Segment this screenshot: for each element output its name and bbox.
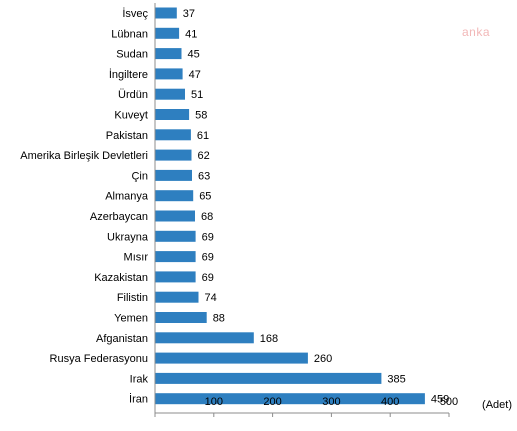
value-label: 69 xyxy=(202,272,214,284)
bar xyxy=(155,332,254,344)
value-label: 37 xyxy=(183,8,195,20)
value-label: 69 xyxy=(202,252,214,264)
x-tick-label: 500 xyxy=(440,396,458,408)
category-label: Çin xyxy=(131,170,148,182)
category-label: Lübnan xyxy=(111,28,148,40)
x-axis-unit-label: (Adet) xyxy=(482,399,512,411)
bar xyxy=(155,88,185,100)
bar xyxy=(155,210,195,222)
value-label: 63 xyxy=(198,170,210,182)
bar xyxy=(155,393,425,405)
watermark-text: anka xyxy=(462,25,490,39)
category-label: Rusya Federasyonu xyxy=(50,353,148,365)
value-label: 459 xyxy=(431,394,449,406)
bar xyxy=(155,271,196,283)
bar xyxy=(155,312,207,323)
category-label: Irak xyxy=(130,373,149,385)
category-label: Ukrayna xyxy=(107,231,149,243)
bar xyxy=(155,27,180,39)
value-label: 47 xyxy=(189,69,201,81)
value-label: 260 xyxy=(314,353,332,365)
category-label: Amerika Birleşik Devletleri xyxy=(20,150,148,162)
category-label: İsveç xyxy=(122,7,148,20)
value-label: 61 xyxy=(197,130,209,142)
x-tick-label: 200 xyxy=(263,396,281,408)
value-label: 41 xyxy=(185,28,197,40)
value-label: 68 xyxy=(201,211,213,223)
bar xyxy=(155,372,382,384)
category-label: İran xyxy=(129,393,148,406)
value-label: 74 xyxy=(205,292,217,304)
value-labels-group: 37 41 45 47 51 58 61 62 63 65 68 69 69 69 74 88 168 260 38… xyxy=(183,8,449,406)
category-labels-group: İsveç Lübnan Sudan İngiltere Ürdün Kuveyt Paki… xyxy=(20,7,149,406)
value-label: 65 xyxy=(199,191,211,203)
x-tick-label: 100 xyxy=(205,396,223,408)
bar xyxy=(155,129,191,141)
value-label: 62 xyxy=(198,150,210,162)
bar xyxy=(155,291,199,303)
bar xyxy=(155,251,196,263)
bar xyxy=(155,68,183,80)
value-label: 51 xyxy=(191,89,203,101)
category-label: Almanya xyxy=(105,191,149,203)
bar xyxy=(155,7,177,19)
bar xyxy=(155,109,190,120)
value-label: 45 xyxy=(188,49,200,61)
value-label: 58 xyxy=(195,110,207,122)
category-label: Azerbaycan xyxy=(90,211,148,223)
x-tick-label: 400 xyxy=(381,396,399,408)
bar xyxy=(155,169,192,181)
category-label: Sudan xyxy=(116,49,148,61)
category-label: Kazakistan xyxy=(94,272,148,284)
value-label: 69 xyxy=(202,231,214,243)
value-label: 168 xyxy=(260,333,278,345)
bars-group xyxy=(155,7,425,405)
category-label: Pakistan xyxy=(106,130,148,142)
category-label: Yemen xyxy=(114,313,148,325)
category-label: Filistin xyxy=(117,292,148,304)
bar xyxy=(155,352,308,364)
category-label: Kuveyt xyxy=(114,110,148,122)
category-label: Afganistan xyxy=(96,333,148,345)
category-label: Ürdün xyxy=(118,89,148,101)
category-label: Mısır xyxy=(124,252,149,264)
x-tick-label: 300 xyxy=(322,396,340,408)
value-label: 385 xyxy=(387,373,405,385)
category-label: İngiltere xyxy=(109,68,148,81)
bar xyxy=(155,230,196,242)
bar xyxy=(155,149,192,161)
value-label: 88 xyxy=(213,313,225,325)
x-axis: 100 200 300 400 500 xyxy=(154,3,458,417)
bar xyxy=(155,48,182,60)
bar xyxy=(155,190,194,202)
